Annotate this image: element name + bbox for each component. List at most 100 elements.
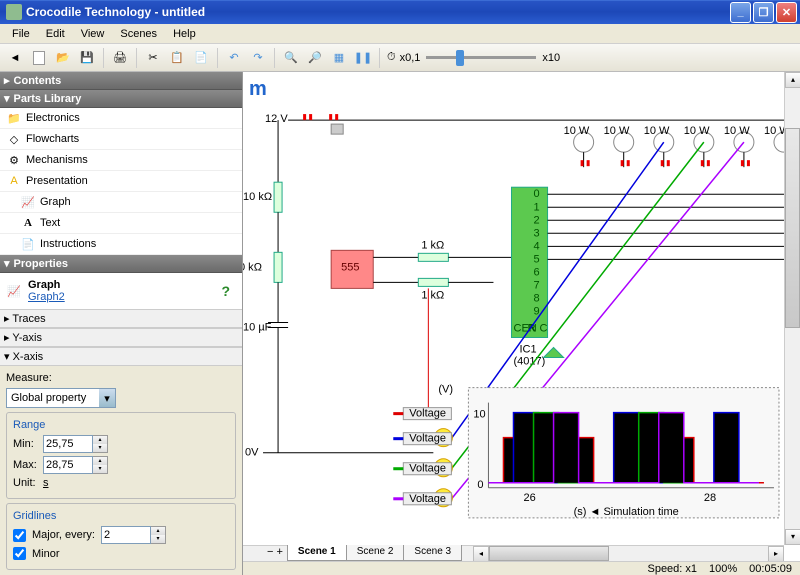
properties-panel: Measure: Global property ▾ Range Min: ▴▾… bbox=[0, 366, 242, 575]
redo-button[interactable]: ↷ bbox=[247, 47, 269, 69]
prop-graph-label: Graph bbox=[28, 279, 65, 291]
svg-text:10 W: 10 W bbox=[644, 125, 670, 137]
svg-text:10: 10 bbox=[473, 409, 485, 421]
prop-xaxis[interactable]: ▾ X-axis bbox=[0, 347, 242, 366]
svg-text:(V): (V) bbox=[438, 384, 453, 396]
save-button[interactable]: 💾 bbox=[76, 47, 98, 69]
prop-graph-link[interactable]: Graph2 bbox=[28, 291, 65, 303]
measure-combo[interactable]: Global property ▾ bbox=[6, 388, 116, 408]
window-title: Crocodile Technology - untitled bbox=[26, 5, 729, 19]
svg-text:1 kΩ: 1 kΩ bbox=[421, 239, 444, 251]
svg-text:7: 7 bbox=[534, 279, 540, 291]
max-spinner[interactable]: ▴▾ bbox=[93, 456, 108, 474]
svg-text:Voltage: Voltage bbox=[409, 463, 446, 475]
canvas-area[interactable]: m 12 V 0V 10 kΩ 0 kΩ bbox=[243, 72, 800, 575]
scene-tab-1[interactable]: Scene 1 bbox=[287, 545, 347, 561]
menu-edit[interactable]: Edit bbox=[38, 26, 73, 42]
back-button[interactable]: ◄ bbox=[4, 47, 26, 69]
vertical-scrollbar[interactable]: ▴ ▾ bbox=[784, 72, 800, 545]
svg-text:0: 0 bbox=[534, 188, 540, 200]
menubar: File Edit View Scenes Help bbox=[0, 24, 800, 44]
close-button[interactable]: ✕ bbox=[776, 2, 797, 23]
maximize-button[interactable]: ❐ bbox=[753, 2, 774, 23]
svg-text:0V: 0V bbox=[245, 447, 259, 459]
scene-tabs: − + Scene 1 Scene 2 Scene 3 bbox=[263, 545, 461, 561]
svg-text:Voltage: Voltage bbox=[409, 433, 446, 445]
parts-flowcharts[interactable]: ◇Flowcharts bbox=[0, 129, 242, 150]
speed-slider[interactable] bbox=[426, 56, 536, 59]
svg-text:(4017): (4017) bbox=[513, 356, 545, 368]
svg-text:C: C bbox=[540, 322, 548, 334]
undo-button[interactable]: ↶ bbox=[223, 47, 245, 69]
menu-help[interactable]: Help bbox=[165, 26, 204, 42]
prop-traces[interactable]: ▸ Traces bbox=[0, 309, 242, 328]
min-spinner[interactable]: ▴▾ bbox=[93, 435, 108, 453]
zoom-fit-button[interactable]: ▦ bbox=[328, 47, 350, 69]
status-speed: Speed: x1 bbox=[647, 563, 697, 575]
scene-tab-3[interactable]: Scene 3 bbox=[403, 545, 462, 561]
parts-library-header[interactable]: ▾Parts Library bbox=[0, 90, 242, 108]
svg-text:10 W: 10 W bbox=[684, 125, 710, 137]
svg-text:R: R bbox=[528, 322, 536, 334]
svg-text:0: 0 bbox=[477, 479, 483, 491]
speed-low-label: x0,1 bbox=[400, 52, 421, 64]
contents-header[interactable]: ▸Contents bbox=[0, 72, 242, 90]
svg-text:4: 4 bbox=[534, 240, 540, 252]
scene-tab-2[interactable]: Scene 2 bbox=[346, 545, 405, 561]
range-fieldset: Range Min: ▴▾ Max: ▴▾ Unit: s bbox=[6, 412, 236, 499]
range-max-input[interactable] bbox=[43, 456, 93, 474]
gridlines-fieldset: Gridlines Major, every: ▴▾ Minor bbox=[6, 503, 236, 570]
parts-instructions[interactable]: 📄Instructions bbox=[0, 234, 242, 255]
paste-button[interactable]: 📄 bbox=[190, 47, 212, 69]
new-button[interactable] bbox=[28, 47, 50, 69]
pause-button[interactable]: ❚❚ bbox=[352, 47, 374, 69]
svg-text:IC1: IC1 bbox=[520, 344, 537, 356]
statusbar: Speed: x1 100% 00:05:09 bbox=[243, 561, 800, 575]
svg-text:1: 1 bbox=[534, 201, 540, 213]
print-button[interactable]: 🖨 bbox=[109, 47, 131, 69]
properties-header[interactable]: ▾Properties bbox=[0, 255, 242, 273]
parts-mechanisms[interactable]: ⚙Mechanisms bbox=[0, 150, 242, 171]
zoom-out-button[interactable]: 🔍 bbox=[280, 47, 302, 69]
svg-text:10 W: 10 W bbox=[764, 125, 784, 137]
menu-view[interactable]: View bbox=[73, 26, 113, 42]
svg-text:28: 28 bbox=[704, 492, 716, 504]
range-min-input[interactable] bbox=[43, 435, 93, 453]
prop-yaxis[interactable]: ▸ Y-axis bbox=[0, 328, 242, 347]
svg-text:10 W: 10 W bbox=[564, 125, 590, 137]
svg-text:(s) ◄ Simulation time: (s) ◄ Simulation time bbox=[574, 506, 679, 518]
chevron-down-icon[interactable]: ▾ bbox=[99, 389, 115, 407]
svg-text:5: 5 bbox=[534, 253, 540, 265]
svg-text:10 W: 10 W bbox=[604, 125, 630, 137]
unit-link[interactable]: s bbox=[43, 477, 49, 489]
circuit-schematic[interactable]: 12 V 0V 10 kΩ 0 kΩ 555 bbox=[243, 72, 784, 558]
property-graph-row: 📈 Graph Graph2 ? bbox=[0, 273, 242, 309]
svg-text:26: 26 bbox=[524, 492, 536, 504]
measure-label: Measure: bbox=[6, 372, 236, 384]
parts-electronics[interactable]: 📁Electronics bbox=[0, 108, 242, 129]
major-every-input[interactable] bbox=[101, 526, 151, 544]
parts-text[interactable]: AText bbox=[0, 213, 242, 234]
parts-graph[interactable]: 📈Graph bbox=[0, 192, 242, 213]
svg-text:Voltage: Voltage bbox=[409, 493, 446, 505]
cut-button[interactable]: ✂ bbox=[142, 47, 164, 69]
app-icon bbox=[6, 4, 22, 20]
minimize-button[interactable]: _ bbox=[730, 2, 751, 23]
svg-text:10 µF: 10 µF bbox=[243, 321, 272, 333]
zoom-in-button[interactable]: 🔎 bbox=[304, 47, 326, 69]
major-spinner[interactable]: ▴▾ bbox=[151, 526, 166, 544]
major-checkbox[interactable] bbox=[13, 529, 26, 542]
svg-text:8: 8 bbox=[534, 292, 540, 304]
copy-button[interactable]: 📋 bbox=[166, 47, 188, 69]
minor-checkbox[interactable] bbox=[13, 547, 26, 560]
menu-file[interactable]: File bbox=[4, 26, 38, 42]
svg-text:10 kΩ: 10 kΩ bbox=[243, 191, 272, 203]
svg-text:Voltage: Voltage bbox=[409, 408, 446, 420]
svg-text:10 W: 10 W bbox=[724, 125, 750, 137]
open-button[interactable]: 📂 bbox=[52, 47, 74, 69]
help-icon[interactable]: ? bbox=[221, 283, 230, 299]
parts-presentation[interactable]: APresentation bbox=[0, 171, 242, 192]
menu-scenes[interactable]: Scenes bbox=[112, 26, 165, 42]
window-titlebar: Crocodile Technology - untitled _ ❐ ✕ bbox=[0, 0, 800, 24]
status-zoom: 100% bbox=[709, 563, 737, 575]
